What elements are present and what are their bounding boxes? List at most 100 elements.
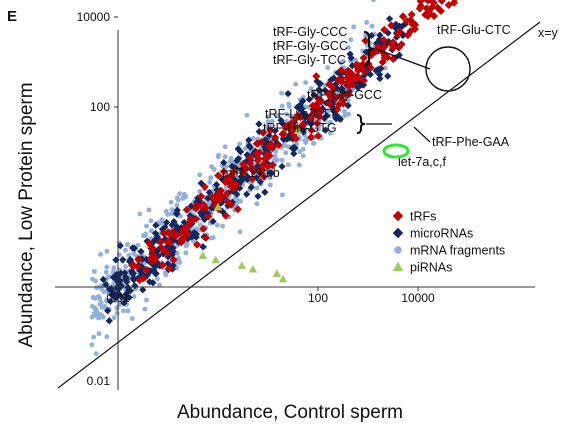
- micrornas-point: [382, 38, 390, 47]
- micrornas-point: [277, 116, 285, 124]
- x-tick-label: 100: [308, 291, 328, 305]
- x-axis-title: Abundance, Control sperm: [177, 402, 403, 423]
- mrna-fragments-point: [316, 126, 321, 132]
- trfs-point: [246, 159, 255, 168]
- trfs-point: [240, 164, 249, 173]
- mrna-fragments-point: [94, 313, 99, 319]
- trfs-point: [252, 149, 261, 158]
- legend-label-pirnas: piRNAs: [410, 261, 452, 275]
- micrornas-point: [298, 105, 306, 113]
- mrna-fragments-point: [345, 98, 351, 104]
- trfs-point: [436, 6, 445, 15]
- micrornas-point: [233, 190, 241, 198]
- micrornas-point: [151, 229, 160, 237]
- micrornas-point: [170, 218, 178, 226]
- mrna-fragments-point: [97, 296, 103, 302]
- trfs-point: [182, 205, 191, 214]
- mrna-fragments-point: [91, 334, 97, 340]
- trfs-point: [264, 142, 273, 151]
- mrna-fragments-point: [297, 149, 303, 155]
- mrna-fragments-point: [193, 226, 199, 232]
- trfs-point: [337, 78, 346, 87]
- label-let-7a: let-7a,c,f: [398, 155, 446, 169]
- trfs-point: [424, 0, 433, 5]
- trfs-point: [312, 72, 321, 81]
- trfs-point: [354, 66, 363, 75]
- mrna-fragments-point: [285, 162, 291, 168]
- legend-marker-trfs: [392, 210, 404, 222]
- trfs-point: [230, 167, 239, 176]
- trfs-point: [263, 151, 273, 161]
- reference-line-label: x=y: [538, 26, 559, 40]
- trfs-point: [213, 191, 222, 200]
- trfs-point: [257, 138, 266, 147]
- mrna-fragments-point: [273, 148, 279, 154]
- trfs-point: [361, 36, 370, 45]
- trfs-point: [169, 255, 178, 264]
- micrornas-point: [308, 119, 316, 128]
- mrna-fragments-point: [104, 264, 110, 270]
- micrornas-point: [332, 114, 340, 122]
- legend: tRFs microRNAs mRNA fragments piRNAs: [392, 210, 505, 275]
- trfs-point: [325, 99, 334, 108]
- mrna-fragments-point: [131, 294, 137, 300]
- mrna-fragments-point: [91, 268, 97, 274]
- micrornas-point: [261, 188, 269, 196]
- axis-ticks: 0.01 100 10000 0.01 100 10000: [77, 10, 435, 388]
- mrna-fragments-point: [324, 108, 330, 114]
- micrornas-point: [243, 190, 251, 198]
- micrornas-point: [142, 255, 151, 263]
- micrornas-point: [261, 135, 269, 144]
- micrornas-point: [120, 299, 128, 307]
- trfs-point: [397, 40, 406, 49]
- micrornas-point: [162, 218, 171, 227]
- mrna-fragments-point: [342, 113, 348, 119]
- micrornas-point: [152, 221, 160, 229]
- trfs-point: [198, 202, 208, 212]
- micrornas-point: [320, 114, 328, 122]
- mrna-fragments-point: [183, 243, 189, 249]
- mrna-fragments-point: [93, 351, 99, 357]
- mrna-fragments-point: [279, 103, 285, 109]
- mrna-fragments-point: [237, 229, 243, 235]
- trfs-point: [228, 178, 238, 189]
- mrna-fragments-point: [243, 146, 248, 151]
- label-mir-19a: miR-19a,b: [222, 166, 280, 180]
- micrornas-point: [146, 278, 154, 286]
- mrna-fragments-point: [135, 242, 141, 248]
- micrornas-point: [265, 132, 273, 140]
- micrornas-point: [285, 134, 293, 142]
- trfs-point: [263, 162, 272, 171]
- trfs-point: [259, 128, 268, 137]
- micrornas-point: [122, 295, 130, 303]
- trfs-point: [158, 261, 167, 270]
- trfs-point: [145, 239, 154, 248]
- micrornas-point: [372, 39, 381, 47]
- trfs-point: [274, 141, 283, 150]
- micrornas-point: [385, 15, 394, 23]
- trfs-point: [201, 233, 210, 242]
- micrornas-point: [254, 192, 262, 200]
- mrna-fragments-point: [371, 0, 376, 3]
- mrna-fragments-point: [90, 294, 96, 300]
- mrna-fragments-point: [244, 112, 250, 118]
- trfs-point: [450, 0, 459, 7]
- trfs-point: [366, 63, 375, 72]
- trfs-point: [180, 224, 189, 233]
- trfs-point: [307, 133, 316, 142]
- mrna-fragments-point: [222, 154, 228, 160]
- trfs-point: [233, 205, 242, 214]
- micrornas-point: [111, 290, 119, 298]
- trfs-point: [313, 119, 322, 128]
- trfs-point: [221, 211, 230, 220]
- mrna-fragments-point: [303, 80, 309, 85]
- micrornas-point: [255, 120, 263, 128]
- data-points: [89, 0, 459, 357]
- trfs-point: [165, 264, 174, 273]
- micrornas-point: [131, 282, 139, 290]
- trfs-point: [416, 1, 425, 10]
- micrornas-point: [199, 243, 207, 251]
- mrna-fragments-point: [325, 65, 331, 71]
- leader-line-gly: [375, 48, 431, 70]
